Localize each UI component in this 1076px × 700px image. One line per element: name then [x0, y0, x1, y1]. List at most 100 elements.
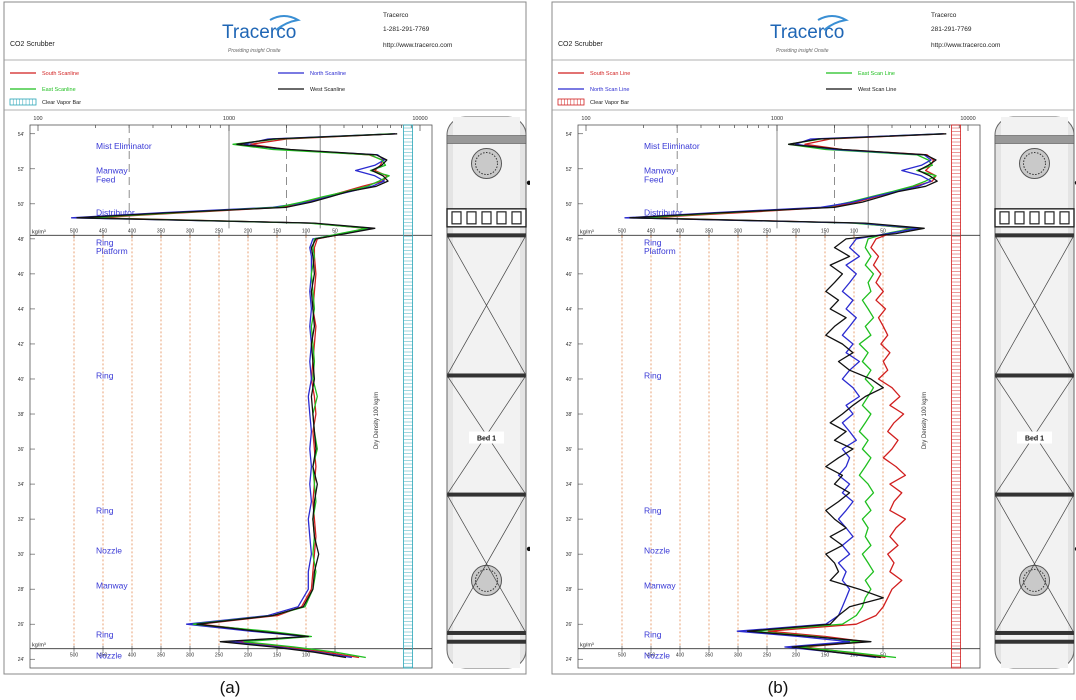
elevation-tick-label: 42'	[18, 342, 25, 348]
feed-nozzle-icon	[526, 180, 530, 186]
elevation-tick-label: 46'	[566, 272, 573, 278]
top-axis-tick-label: 100	[581, 116, 590, 122]
bed-cross-line	[446, 235, 527, 376]
manway-bolt-ring	[1023, 152, 1046, 176]
density-tick-label: 250	[763, 228, 772, 234]
legend-swatch-vapor-bar	[557, 98, 585, 106]
annotation-label: Nozzle	[644, 651, 670, 661]
legend-label: West Scanline	[310, 87, 345, 93]
density-axis-unit: kg/m³	[32, 643, 46, 649]
annotation-label: Ring	[644, 505, 662, 515]
elevation-tick-label: 30'	[18, 552, 25, 558]
density-tick-label: 50	[332, 228, 338, 234]
bed-label: Bed 1	[477, 436, 496, 443]
distributor-slot	[496, 211, 507, 225]
density-tick-label: 200	[244, 228, 253, 234]
elevation-tick-label: 36'	[566, 447, 573, 453]
legend-label: West Scan Line	[858, 87, 896, 93]
support-ring	[447, 233, 526, 238]
density-tick-label: 300	[734, 228, 743, 234]
elevation-tick-label: 26'	[566, 622, 573, 628]
density-tick-label: 100	[850, 653, 859, 659]
company-name: Tracerco	[383, 12, 409, 19]
top-axis-tick-label: 10000	[960, 116, 975, 122]
distributor-slot	[451, 211, 462, 225]
annotation-label: Platform	[96, 246, 128, 256]
vessel-diagram: Bed 1	[446, 116, 530, 669]
density-tick-label: 400	[128, 653, 137, 659]
density-tick-label: 400	[128, 228, 137, 234]
support-ring	[995, 639, 1074, 644]
density-tick-label: 500	[618, 653, 627, 659]
page-frame	[3, 1, 527, 675]
legend-label: South Scan Line	[590, 71, 630, 77]
manway-bolt-ring	[475, 568, 498, 592]
density-tick-label: 300	[186, 653, 195, 659]
elevation-tick-label: 24'	[566, 657, 573, 663]
dry-density-label: Dry Density 100 kg/m	[374, 392, 380, 449]
density-axis-unit: kg/m³	[32, 229, 46, 235]
density-tick-label: 500	[70, 653, 79, 659]
annotation-label: Nozzle	[96, 546, 122, 556]
bed-label: Bed 1	[1025, 436, 1044, 443]
tracerco-logo: Tracerco	[222, 22, 296, 43]
elevation-tick-label: 28'	[566, 587, 573, 593]
elevation-tick-label: 32'	[566, 517, 573, 523]
annotation-label: Ring	[96, 370, 114, 380]
density-axis-unit: kg/m³	[580, 643, 594, 649]
elevation-tick-label: 52'	[566, 167, 573, 173]
bed-cross-line	[994, 235, 1075, 376]
density-tick-label: 350	[705, 653, 714, 659]
annotation-label: Feed	[644, 174, 664, 184]
caption-b: (b)	[767, 678, 789, 697]
elevation-tick-label: 50'	[18, 202, 25, 208]
bed-cross-line	[994, 494, 1075, 634]
legend-label: North Scan Line	[590, 87, 629, 93]
annotation-label: Ring	[96, 630, 114, 640]
vessel-name: CO2 Scrubber	[558, 41, 603, 48]
side-nozzle-icon	[526, 546, 530, 552]
annotation-label: Feed	[96, 174, 116, 184]
density-tick-label: 200	[792, 653, 801, 659]
distributor-slot	[481, 211, 492, 225]
annotation-label: Manway	[644, 166, 676, 176]
annotation-label: Ring	[644, 237, 662, 247]
vessel-diagram: Bed 1	[994, 116, 1076, 669]
elevation-tick-label: 44'	[18, 307, 25, 313]
density-tick-label: 250	[215, 653, 224, 659]
legend-swatch-vapor-bar	[9, 98, 37, 106]
caption-a: (a)	[219, 678, 241, 697]
density-tick-label: 450	[647, 653, 656, 659]
series-north-scanline	[70, 133, 396, 659]
density-tick-label: 150	[273, 228, 282, 234]
plot-frame	[577, 124, 981, 669]
distributor-slot	[1059, 211, 1070, 225]
density-tick-label: 50	[880, 228, 886, 234]
density-tick-label: 300	[734, 653, 743, 659]
series-east-scanline	[86, 133, 393, 659]
annotation-label: Mist Eliminator	[96, 141, 152, 151]
annotation-label: Nozzle	[96, 651, 122, 661]
series-west-scan-line	[629, 133, 947, 659]
density-tick-label: 400	[676, 228, 685, 234]
bed-cross-line	[446, 494, 527, 634]
annotation-label: Ring	[96, 237, 114, 247]
vessel-name: CO2 Scrubber	[10, 41, 55, 48]
logo-tagline: Providing insight Onsite	[776, 48, 829, 54]
density-tick-label: 450	[99, 228, 108, 234]
density-tick-label: 500	[618, 228, 627, 234]
distributor-slot	[511, 211, 522, 225]
logo-swoosh-icon	[269, 15, 301, 31]
elevation-tick-label: 38'	[566, 412, 573, 418]
density-tick-label: 350	[705, 228, 714, 234]
elevation-tick-label: 26'	[18, 622, 25, 628]
density-tick-label: 250	[215, 228, 224, 234]
distributor-slot	[999, 211, 1010, 225]
legend-label: North Scanline	[310, 71, 346, 77]
density-tick-label: 200	[244, 653, 253, 659]
top-axis-tick-label: 1000	[223, 116, 235, 122]
top-axis-tick-label: 1000	[771, 116, 783, 122]
logo-tagline: Providing insight Onsite	[228, 48, 281, 54]
annotation-label: Mist Eliminator	[644, 141, 700, 151]
logo-swoosh-icon	[817, 15, 849, 31]
